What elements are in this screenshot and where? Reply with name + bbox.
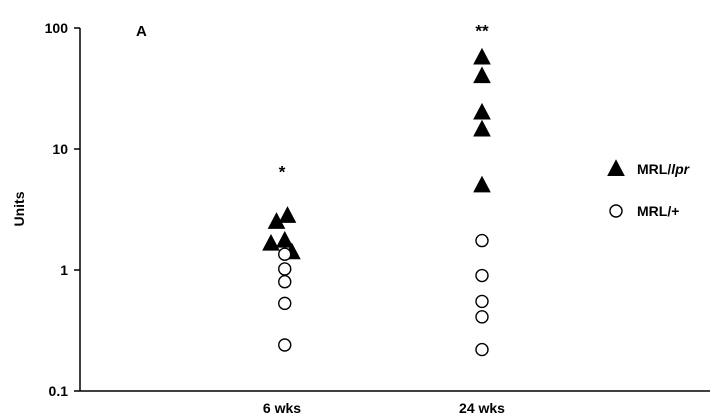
circle-point: [476, 311, 488, 323]
y-tick-label: 100: [45, 20, 69, 36]
legend-label: MRL/+: [637, 203, 679, 219]
legend-label-part: lpr: [671, 161, 690, 177]
y-axis-ticks: 0.1 1 10 100: [45, 20, 80, 399]
circle-point: [476, 344, 488, 356]
legend-label-part: MRL/: [637, 161, 671, 177]
y-tick-label: 1: [60, 262, 68, 278]
circle-point: [279, 248, 291, 260]
triangle-point: [474, 121, 490, 136]
circle-point: [279, 276, 291, 288]
triangle-point: [474, 49, 490, 64]
data-points: [263, 49, 490, 356]
circle-point: [476, 235, 488, 247]
legend-triangle-icon: [608, 160, 624, 175]
x-category-label: 6 wks: [263, 400, 301, 416]
y-tick-label: 10: [52, 141, 68, 157]
significance-marker: **: [475, 22, 489, 41]
legend: MRL/lpr MRL/+: [608, 160, 691, 219]
significance-marker: *: [279, 163, 286, 182]
circle-point: [279, 263, 291, 275]
legend-label: MRL/lpr: [637, 161, 691, 177]
x-axis-category-labels: 6 wks 24 wks: [263, 400, 505, 416]
triangle-point: [277, 232, 293, 247]
circle-point: [476, 270, 488, 282]
circle-point: [279, 297, 291, 309]
legend-circle-icon: [610, 205, 622, 217]
circle-point: [476, 295, 488, 307]
triangle-point: [280, 207, 296, 222]
y-axis-title: Units: [11, 191, 27, 226]
triangle-point: [474, 177, 490, 192]
triangle-point: [474, 104, 490, 119]
triangle-point: [263, 235, 279, 250]
circle-point: [279, 339, 291, 351]
panel-label: A: [136, 23, 147, 40]
legend-label-part: MRL/+: [637, 203, 679, 219]
triangle-point: [474, 68, 490, 83]
x-category-label: 24 wks: [459, 400, 505, 416]
significance-annotations: ***: [279, 22, 489, 182]
y-tick-label: 0.1: [49, 383, 69, 399]
